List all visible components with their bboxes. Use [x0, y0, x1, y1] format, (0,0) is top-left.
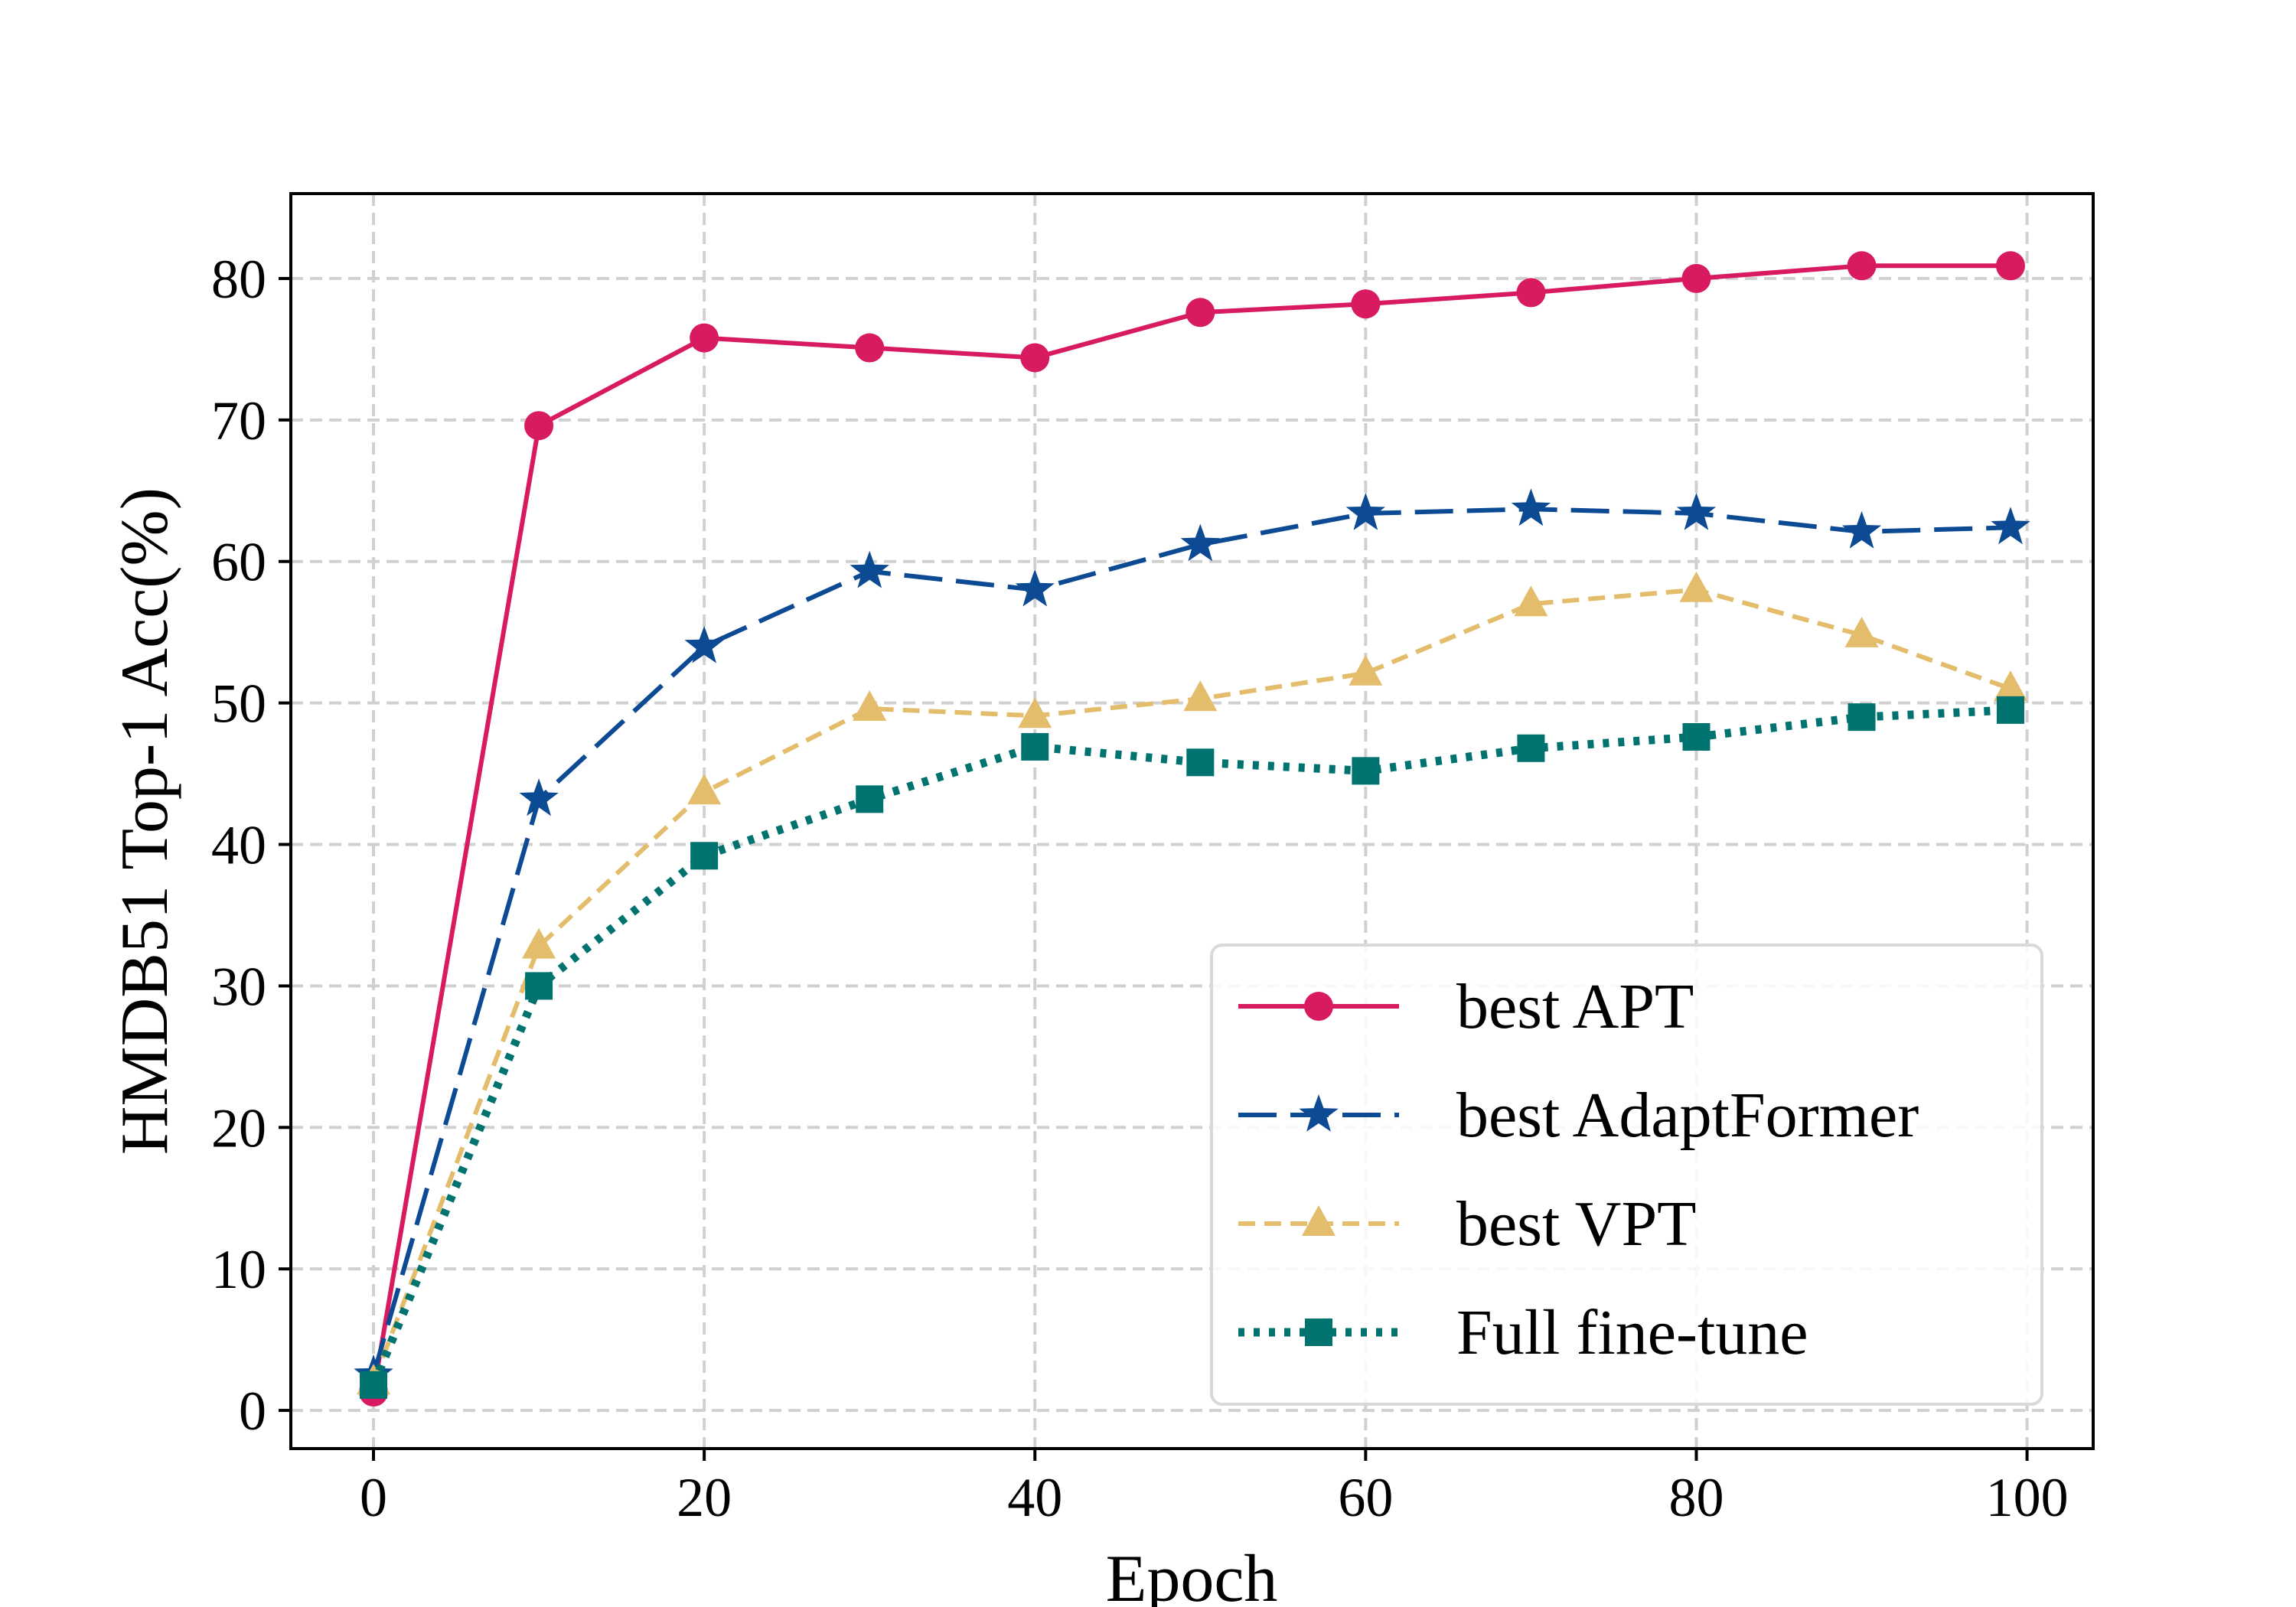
legend-label: best AdaptFormer: [1456, 1080, 1919, 1151]
data-point: [853, 690, 887, 722]
y-tick-label: 70: [211, 390, 266, 451]
data-point: [1345, 492, 1385, 530]
data-point: [690, 842, 719, 870]
legend-swatch-marker: [1299, 1094, 1339, 1132]
data-point: [1679, 571, 1714, 602]
x-tick-label: 20: [677, 1467, 732, 1528]
data-point: [525, 972, 553, 1000]
data-point: [684, 625, 724, 663]
y-tick-label: 80: [211, 249, 266, 310]
data-point: [1351, 289, 1381, 319]
y-tick-label: 60: [211, 532, 266, 593]
x-tick-label: 60: [1338, 1467, 1393, 1528]
data-point: [1180, 523, 1220, 562]
data-point: [1676, 492, 1717, 530]
y-axis-title: HMDB51 Top-1 Acc(%): [108, 487, 182, 1155]
data-point: [1993, 670, 2027, 702]
y-tick-label: 0: [239, 1380, 266, 1442]
data-point: [1018, 697, 1052, 729]
data-point: [1015, 569, 1055, 607]
series-line: [371, 507, 2011, 1376]
data-point: [1681, 263, 1711, 293]
data-point: [1991, 507, 2030, 545]
data-point: [856, 785, 884, 813]
data-point: [1516, 278, 1546, 308]
legend-item: best VPT: [1238, 1188, 1696, 1260]
data-point: [1186, 748, 1215, 777]
data-point: [1183, 680, 1218, 712]
data-point: [360, 1371, 388, 1399]
y-tick-label: 10: [211, 1239, 266, 1300]
data-point: [687, 774, 722, 805]
data-point: [1682, 722, 1711, 751]
series-2: [354, 488, 2030, 1392]
y-tick-label: 30: [211, 956, 266, 1017]
legend-item: best APT: [1238, 971, 1694, 1042]
legend: best APT best AdaptFormer best VPT Full fin…: [1210, 944, 2043, 1406]
data-point: [1349, 654, 1383, 686]
data-point: [850, 550, 889, 588]
data-point: [1844, 616, 1879, 647]
plot-frame: [289, 192, 2095, 1450]
x-tick-label: 40: [1007, 1467, 1062, 1528]
data-point: [1020, 343, 1050, 373]
y-tick-label: 20: [211, 1097, 266, 1159]
legend-item: best AdaptFormer: [1238, 1080, 1919, 1151]
x-tick-label: 100: [1986, 1467, 2069, 1528]
y-tick-label: 40: [211, 815, 266, 876]
y-tick-label: 50: [211, 673, 266, 735]
data-point: [1848, 703, 1876, 732]
legend-box: [1210, 944, 2043, 1406]
x-tick-label: 0: [360, 1467, 387, 1528]
legend-label: Full fine-tune: [1456, 1297, 1808, 1368]
series-1: [359, 251, 2025, 1407]
legend-swatch-marker: [1305, 1319, 1332, 1346]
data-point: [1514, 585, 1548, 617]
data-point: [1841, 510, 1882, 549]
data-point: [855, 333, 885, 363]
legend-item: Full fine-tune: [1238, 1297, 1808, 1368]
data-point: [1996, 696, 2024, 724]
series-4: [360, 696, 2024, 1399]
axes: 0 20 40 60 80 100 0 10 20 30 40 50 60 70 80: [211, 249, 2069, 1528]
data-point: [1352, 757, 1380, 785]
legend-swatch-marker: [1302, 1205, 1336, 1236]
data-point: [1995, 251, 2025, 281]
data-point: [519, 778, 559, 817]
data-point: [1186, 298, 1215, 328]
x-tick-label: 80: [1668, 1467, 1724, 1528]
legend-label: best APT: [1456, 971, 1694, 1042]
data-point: [1847, 251, 1877, 281]
data-point: [1021, 732, 1049, 761]
data-point: [522, 927, 556, 959]
data-point: [524, 411, 554, 441]
x-axis-title: Epoch: [1106, 1542, 1278, 1607]
series-layer: [354, 251, 2030, 1407]
data-point: [1511, 488, 1551, 526]
legend-swatch-marker: [1304, 992, 1333, 1021]
legend-label: best VPT: [1456, 1188, 1696, 1260]
data-point: [690, 323, 719, 353]
data-point: [1517, 734, 1545, 762]
series-line: [369, 706, 2011, 1387]
